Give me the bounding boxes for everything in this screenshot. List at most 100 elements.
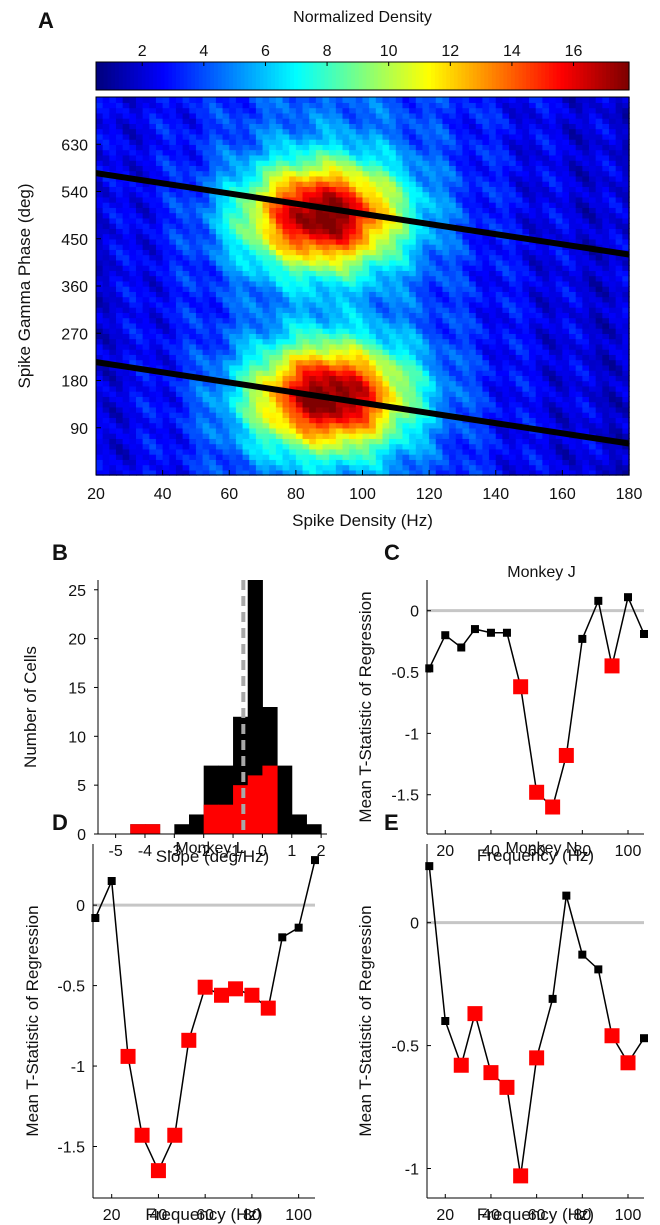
- x-tick-label: 80: [287, 486, 305, 503]
- y-tick-label: 270: [61, 326, 88, 343]
- y-tick-label: 360: [61, 279, 88, 296]
- histogram-bar: [277, 765, 293, 834]
- y-tick-label: 450: [61, 232, 88, 249]
- x-tick-label: 140: [482, 486, 509, 503]
- x-tick-label: -4: [138, 843, 152, 860]
- significant-point: [467, 1006, 483, 1022]
- panel-letter-c: C: [384, 540, 400, 565]
- x-tick-label: 180: [616, 486, 643, 503]
- x-tick-label: 100: [615, 843, 642, 860]
- significant-point: [167, 1127, 183, 1143]
- y-tick-label: 15: [68, 680, 86, 697]
- colorbar: 2 4 6 8 10 12 14 16: [95, 43, 630, 91]
- panel-title: Monkey N: [505, 840, 577, 857]
- data-point: [91, 914, 100, 923]
- y-tick-label: -1.5: [391, 788, 419, 805]
- y-tick-label: -1.5: [57, 1140, 85, 1157]
- y-tick-label: -1: [405, 726, 419, 743]
- x-tick-label: 120: [416, 486, 443, 503]
- data-point: [594, 965, 603, 974]
- x-tick-label: 80: [573, 1207, 591, 1224]
- y-tick-label: -0.5: [57, 979, 85, 996]
- significant-point: [529, 1050, 545, 1066]
- x-tick-label: -3: [167, 843, 181, 860]
- histogram-bar: [306, 824, 322, 834]
- x-tick-label: 80: [243, 1207, 261, 1224]
- y-tick-label: 540: [61, 185, 88, 202]
- y-tick-label: -1: [405, 1162, 419, 1179]
- panel-letter-a: A: [38, 8, 54, 33]
- significant-point: [513, 1168, 529, 1184]
- y-tick-label: 0: [410, 604, 419, 621]
- y-tick-label: 10: [68, 729, 86, 746]
- panel-title: Monkey L: [175, 840, 244, 857]
- histogram-bar: [174, 824, 190, 834]
- y-axis-label: Spike Gamma Phase (deg): [15, 183, 34, 388]
- colorbar-tick-label: 12: [441, 43, 459, 60]
- x-tick-label: 20: [87, 486, 105, 503]
- histogram-bar: [189, 814, 205, 834]
- significant-point: [150, 1163, 166, 1179]
- data-point: [457, 643, 466, 652]
- colorbar-frame: [95, 61, 630, 91]
- data-point: [470, 625, 479, 634]
- y-tick-label: 0: [77, 827, 86, 844]
- x-tick-label: 40: [150, 1207, 168, 1224]
- data-point: [294, 923, 303, 932]
- y-tick-label: 180: [61, 374, 88, 391]
- significant-point: [134, 1127, 150, 1143]
- data-point: [107, 877, 116, 886]
- x-tick-label: 60: [528, 843, 546, 860]
- x-tick-label: 100: [349, 486, 376, 503]
- x-tick-label: 20: [436, 843, 454, 860]
- x-tick-label: 40: [482, 843, 500, 860]
- panel-c: C 20 40 60 80 100 0 -0.5 -1 -1.5 Monkey J Frequency…: [356, 540, 648, 865]
- data-point: [578, 950, 587, 959]
- x-tick-label: 100: [615, 1207, 642, 1224]
- panel-a: A Normalized Density 2 4 6 8 10 12 14 16 20 40 60 80 1…: [15, 8, 642, 530]
- fit-line: [95, 359, 630, 447]
- panel-title: Monkey J: [507, 564, 575, 581]
- significant-point: [244, 987, 260, 1003]
- x-tick-label: 100: [285, 1207, 312, 1224]
- x-tick-label: 60: [528, 1207, 546, 1224]
- histogram-bar: [130, 824, 146, 834]
- histogram-bar: [218, 804, 234, 834]
- colorbar-tick-label: 16: [565, 43, 583, 60]
- histogram-bar: [144, 824, 161, 834]
- y-axis-label: Mean T-Statistic of Regression: [23, 905, 42, 1136]
- histogram-bar: [262, 765, 278, 834]
- x-tick-label: -1: [226, 843, 240, 860]
- significant-point: [558, 747, 574, 763]
- data-point: [548, 994, 557, 1003]
- significant-point: [604, 1028, 620, 1044]
- colorbar-tick-label: 6: [261, 43, 270, 60]
- x-tick-label: 0: [258, 843, 267, 860]
- y-axis-label: Mean T-Statistic of Regression: [356, 591, 375, 822]
- y-tick-label: 90: [70, 421, 88, 438]
- data-point: [640, 629, 648, 638]
- x-tick-label: 20: [436, 1207, 454, 1224]
- y-tick-label: -0.5: [391, 1039, 419, 1056]
- data-point: [425, 664, 434, 673]
- colorbar-title: Normalized Density: [293, 9, 432, 26]
- series-line: [94, 859, 316, 1173]
- colorbar-tick-label: 14: [503, 43, 521, 60]
- x-tick-label: 60: [220, 486, 238, 503]
- histogram-bar: [247, 580, 263, 834]
- significant-point: [228, 981, 244, 997]
- y-tick-label: 25: [68, 583, 86, 600]
- y-tick-label: 20: [68, 632, 86, 649]
- data-point: [640, 1034, 648, 1043]
- significant-point: [197, 979, 213, 995]
- data-point: [311, 856, 319, 865]
- significant-point: [483, 1065, 499, 1081]
- data-point: [425, 862, 434, 871]
- colorbar-tick-label: 4: [199, 43, 208, 60]
- x-tick-label: 2: [317, 843, 326, 860]
- data-point: [624, 593, 633, 602]
- histogram-series: [130, 580, 322, 834]
- data-point: [578, 634, 587, 643]
- significant-point: [513, 679, 529, 695]
- significant-point: [545, 799, 561, 815]
